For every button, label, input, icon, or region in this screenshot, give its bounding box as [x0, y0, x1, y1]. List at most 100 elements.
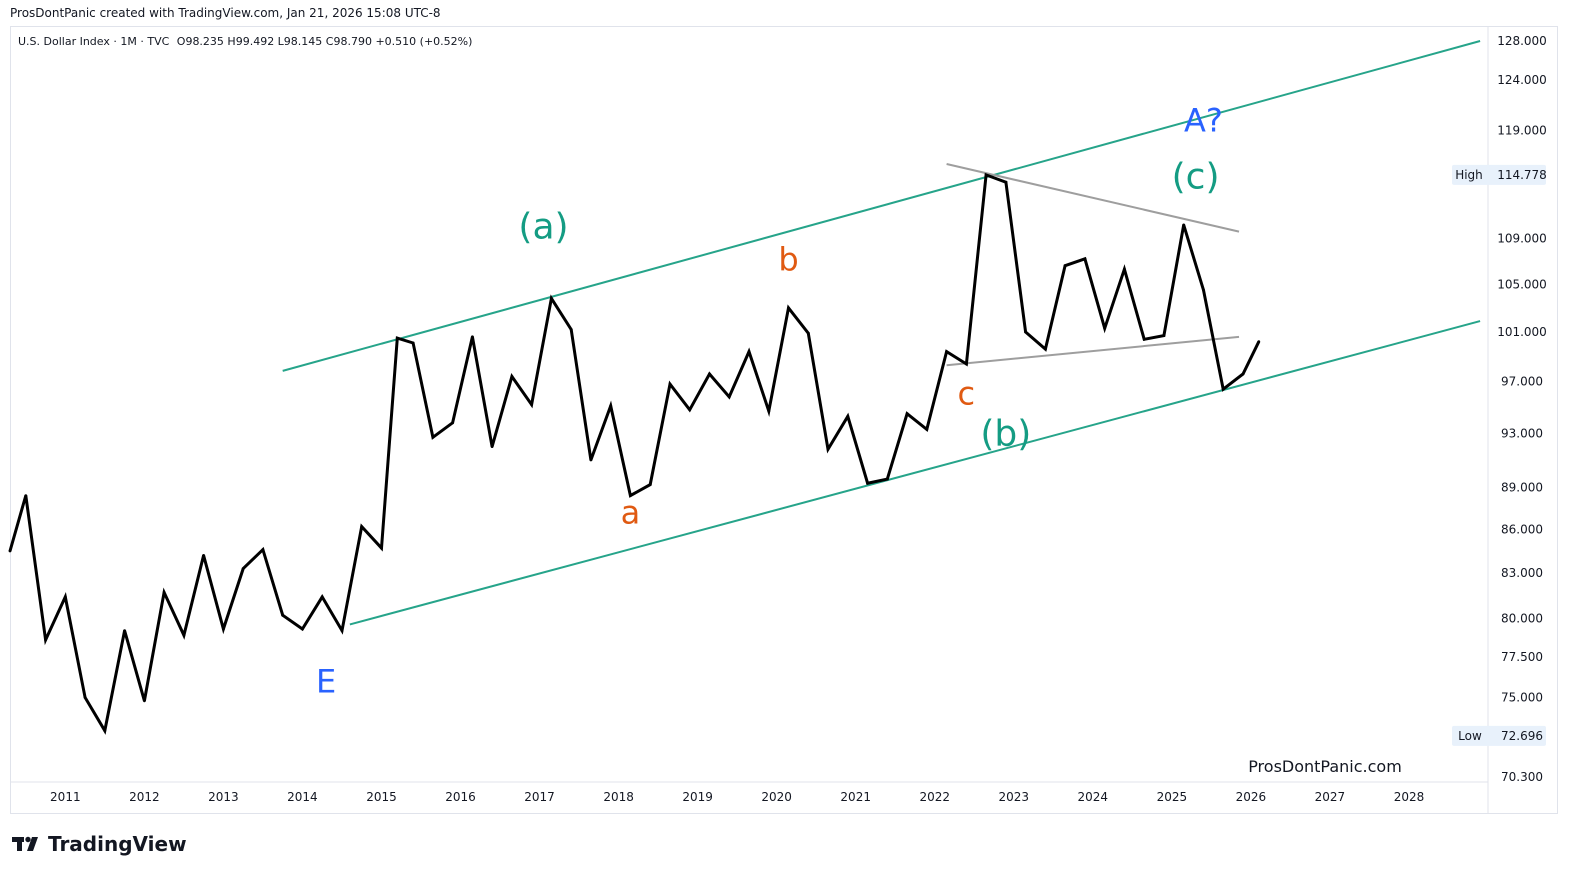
data-point: [589, 458, 593, 462]
symbol-legend[interactable]: U.S. Dollar Index · 1M · TVC O98.235 H99…: [18, 35, 472, 48]
data-point: [380, 546, 383, 550]
data-point: [1221, 387, 1225, 391]
data-point: [490, 445, 494, 448]
time-tick-label: 2024: [1078, 790, 1109, 804]
price-tick-label: 101.000: [1497, 325, 1547, 339]
price-tick-label: 75.000: [1501, 691, 1543, 705]
price-tick-label: 70.300: [1501, 770, 1543, 784]
data-point: [826, 447, 830, 451]
data-point: [648, 483, 652, 486]
low-label: Low: [1458, 729, 1482, 743]
data-point: [8, 549, 12, 553]
time-tick-label: 2015: [366, 790, 397, 804]
data-point: [411, 341, 415, 345]
tradingview-logo[interactable]: TradingView: [12, 832, 187, 856]
data-point: [609, 404, 613, 408]
wave-label: b: [778, 240, 798, 278]
data-point: [123, 629, 126, 632]
data-point: [787, 306, 790, 310]
data-point: [471, 335, 474, 339]
data-point: [63, 595, 67, 599]
data-point: [1083, 257, 1087, 261]
low-value: 72.696: [1501, 729, 1543, 743]
data-point: [301, 627, 304, 631]
time-tick-label: 2017: [524, 790, 555, 804]
symbol-title: U.S. Dollar Index · 1M · TVC: [18, 35, 170, 48]
data-point: [885, 477, 889, 481]
data-point: [767, 409, 771, 413]
price-tick-label: 97.000: [1501, 375, 1543, 389]
time-tick-label: 2026: [1236, 790, 1267, 804]
chart-attribution: ProsDontPanic created with TradingView.c…: [10, 6, 441, 20]
time-tick-label: 2027: [1315, 790, 1346, 804]
data-point: [222, 627, 225, 631]
data-point: [83, 696, 87, 699]
price-tick-label: 80.000: [1501, 611, 1543, 625]
data-point: [1182, 223, 1186, 227]
data-point: [905, 412, 909, 416]
data-point: [360, 525, 364, 528]
price-tick-label: 105.000: [1497, 277, 1547, 291]
data-point: [945, 350, 948, 353]
data-point: [202, 554, 206, 557]
upper-channel-line: [282, 40, 1481, 372]
high-price-tag: [1452, 164, 1546, 185]
time-tick-label: 2022: [919, 790, 950, 804]
wave-labels: (a) b a Ec(b) (c) A?: [316, 102, 1223, 701]
data-point: [1024, 330, 1027, 334]
lower-channel-line: [349, 320, 1481, 626]
triangle-upper-line: [946, 163, 1240, 233]
price-tick-label: 77.500: [1501, 650, 1543, 664]
watermark: ProsDontPanic.com: [1248, 757, 1402, 776]
data-point: [747, 350, 751, 353]
wave-label: (a): [518, 206, 568, 247]
data-point: [866, 481, 869, 485]
data-point: [510, 375, 514, 378]
data-point: [550, 297, 553, 300]
data-point: [395, 336, 399, 340]
data-point: [261, 548, 265, 551]
wave-label: (b): [980, 413, 1031, 454]
price-tick-label: 86.000: [1501, 522, 1543, 536]
tradingview-brand: TradingView: [48, 832, 187, 856]
time-tick-label: 2028: [1394, 790, 1425, 804]
data-point: [340, 629, 344, 632]
price-tick-label: 109.000: [1497, 231, 1547, 245]
data-point: [162, 591, 166, 594]
time-tick-label: 2016: [445, 790, 476, 804]
data-point: [530, 403, 533, 406]
data-point: [569, 328, 573, 331]
price-tick-label: 119.000: [1497, 124, 1547, 138]
time-tick-label: 2023: [999, 790, 1030, 804]
data-point: [241, 567, 245, 570]
time-tick-label: 2018: [603, 790, 634, 804]
time-tick-label: 2020: [761, 790, 792, 804]
data-point: [1142, 337, 1146, 341]
time-tick-label: 2021: [840, 790, 871, 804]
data-point: [1103, 326, 1107, 330]
chart-frame: [10, 26, 1558, 814]
data-point: [668, 382, 672, 386]
time-tick-label: 2025: [1157, 790, 1188, 804]
price-tick-label: 83.000: [1501, 566, 1543, 580]
price-axis: 128.000 124.000 119.000 109.000 105.000 101.0…: [1452, 34, 1547, 784]
time-tick-label: 2011: [50, 790, 81, 804]
tradingview-icon: [12, 836, 38, 851]
data-point: [629, 494, 632, 497]
data-point: [182, 633, 186, 637]
data-point: [1063, 264, 1067, 268]
data-point: [846, 414, 850, 418]
data-point: [965, 362, 968, 366]
low-price-tag: [1452, 725, 1546, 746]
price-tick-label: 128.000: [1497, 34, 1547, 48]
data-point: [143, 699, 146, 703]
wave-label: E: [316, 663, 336, 701]
data-point: [727, 395, 731, 399]
price-tick-label: 93.000: [1501, 426, 1543, 440]
data-point: [806, 331, 810, 335]
data-point: [24, 494, 28, 497]
data-point: [1123, 267, 1126, 271]
price-tick-label: 89.000: [1501, 480, 1543, 494]
wave-label: c: [958, 375, 976, 413]
